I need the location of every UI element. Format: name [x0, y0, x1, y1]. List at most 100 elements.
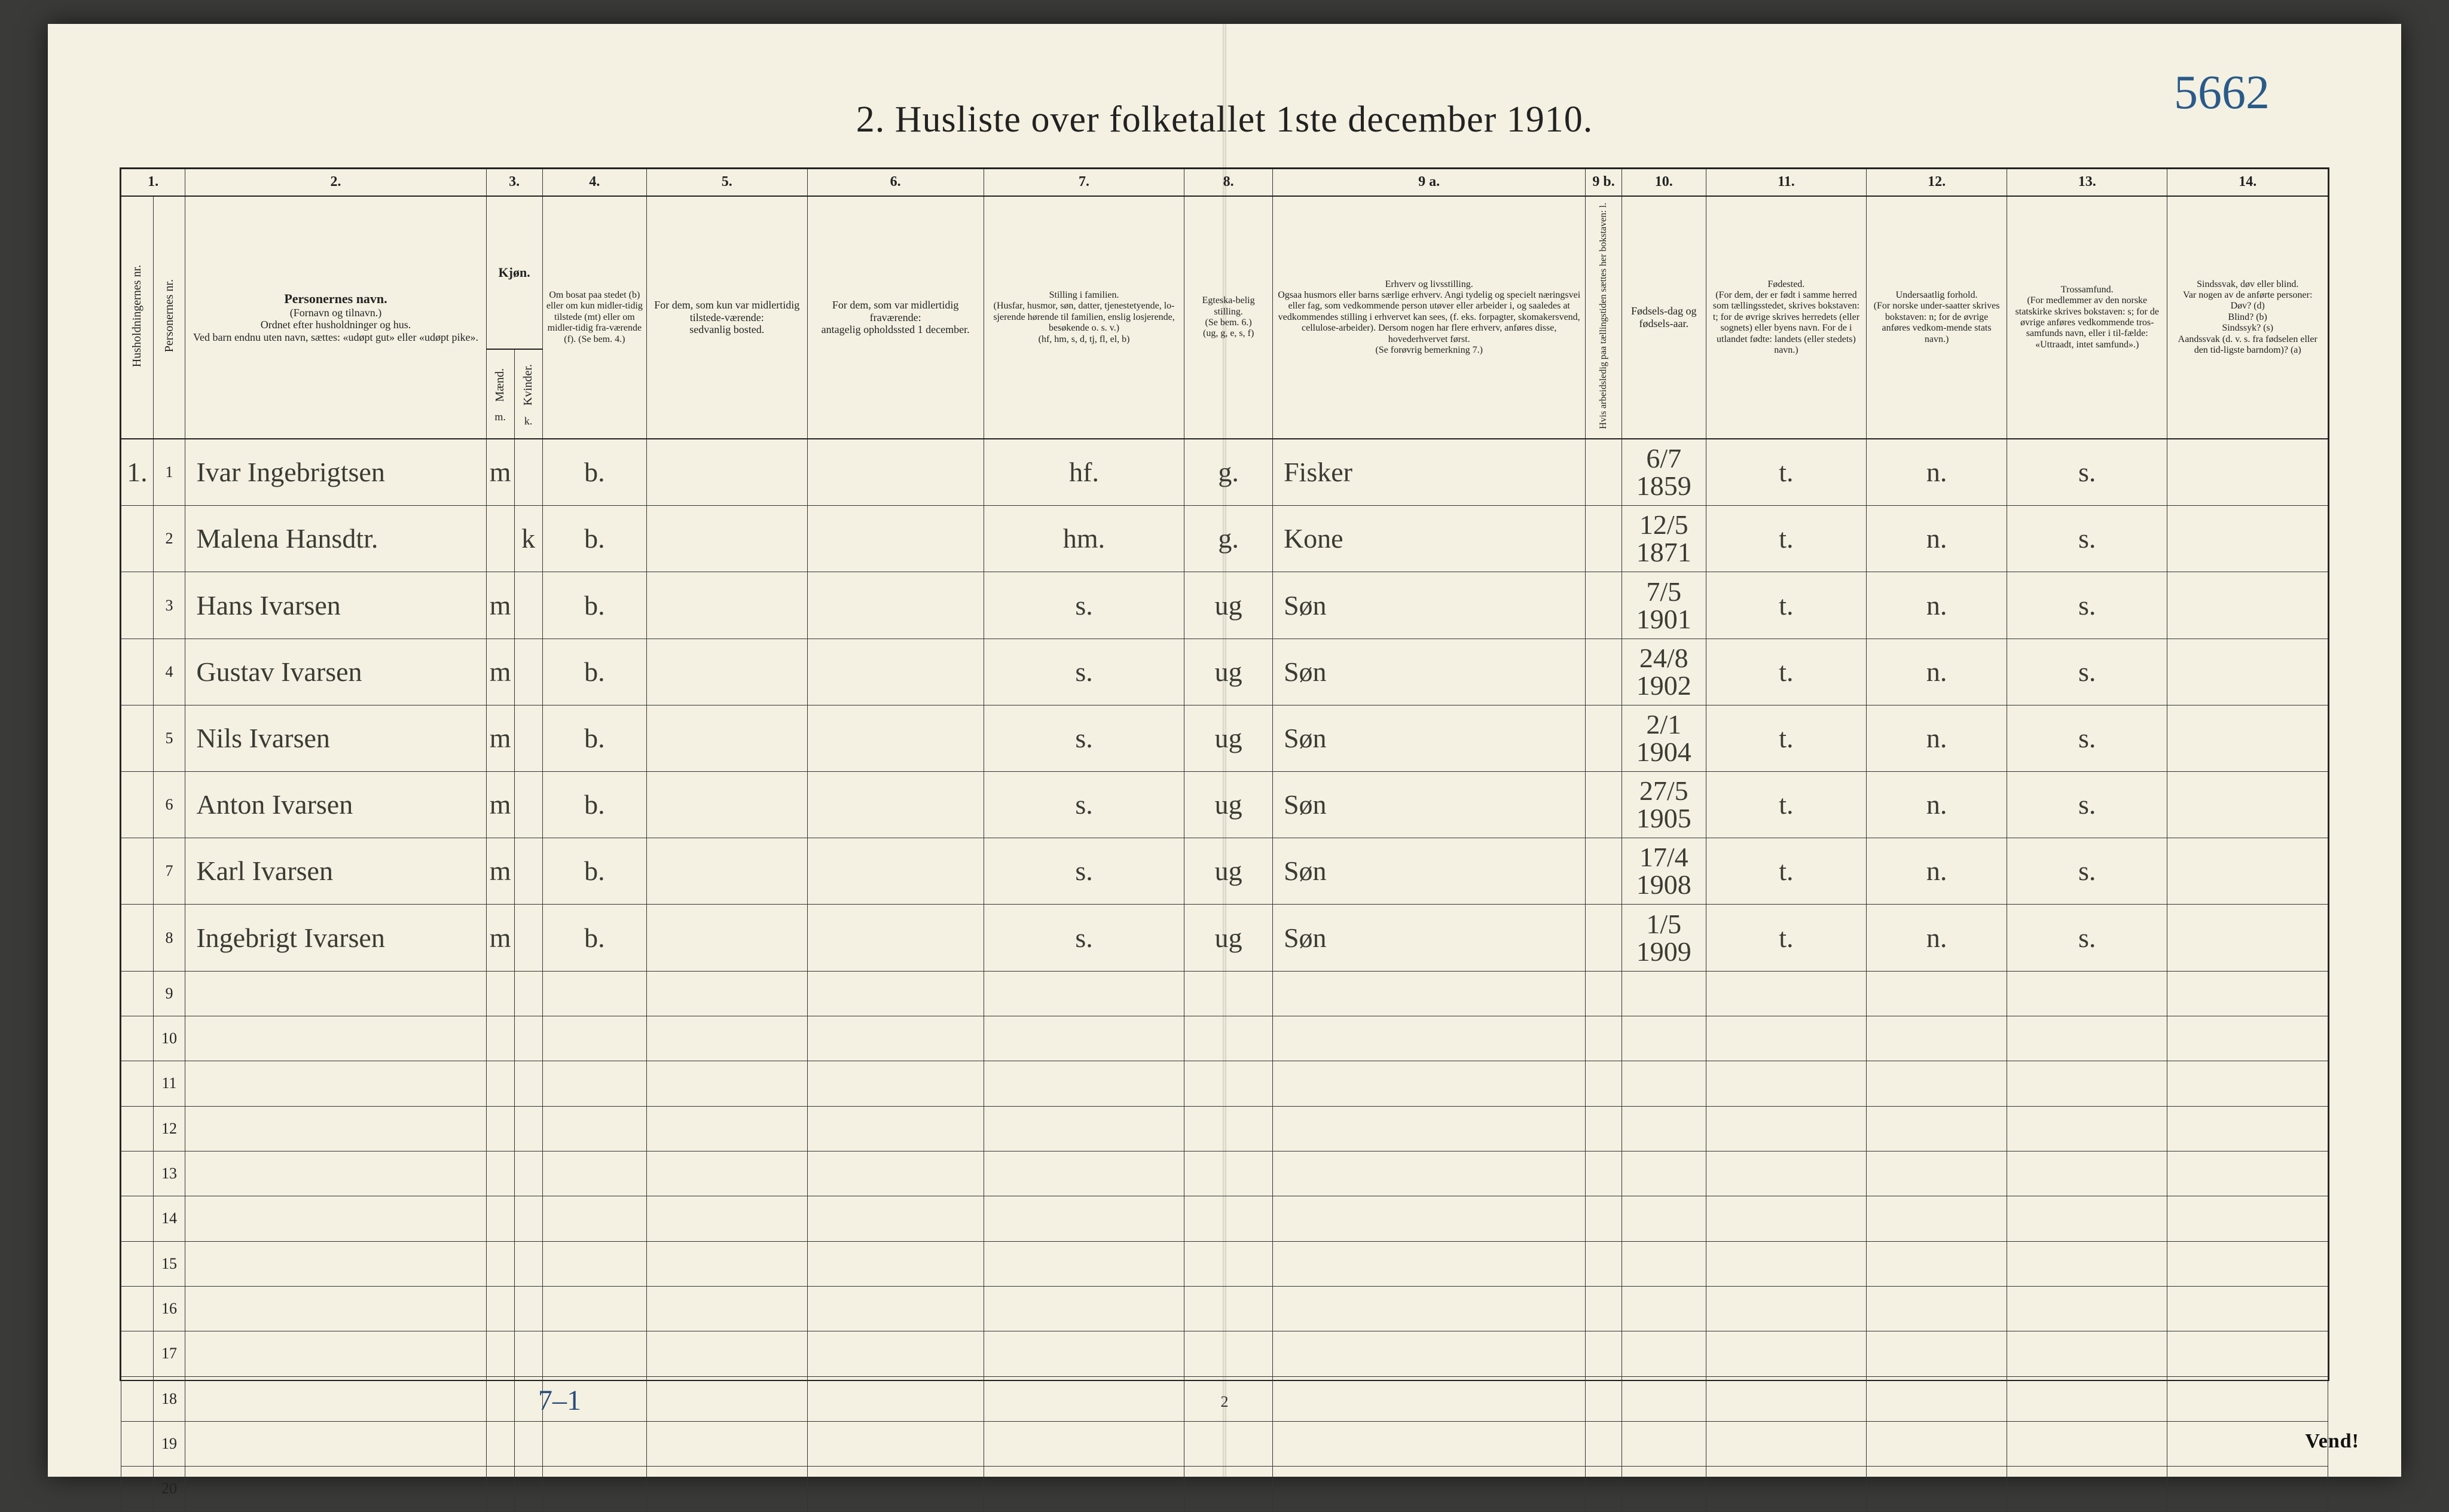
cell	[514, 1331, 542, 1376]
cell	[1586, 1376, 1622, 1421]
cell	[185, 1241, 486, 1286]
cell	[1586, 1061, 1622, 1106]
cell: t.	[1706, 639, 1866, 705]
hdr-c6: For dem, som var midlertidig fraværende:…	[807, 196, 984, 439]
table-row: 13	[121, 1151, 2328, 1196]
table-row: 1.1Ivar Ingebrigtsenmb.hf.g.Fisker6/7 18…	[121, 439, 2328, 506]
cell	[1867, 1106, 2007, 1151]
cell	[984, 1016, 1184, 1061]
cell: b.	[542, 905, 646, 971]
cell	[514, 572, 542, 639]
cell	[514, 1196, 542, 1241]
cell: t.	[1706, 905, 1866, 971]
cell: b.	[542, 506, 646, 572]
cell: 2	[153, 506, 185, 572]
cell: n.	[1867, 572, 2007, 639]
cell: s.	[2007, 905, 2167, 971]
cell	[1586, 439, 1622, 506]
cell: Gustav Ivarsen	[185, 639, 486, 705]
cell	[647, 572, 807, 639]
cell	[486, 1196, 514, 1241]
hdr-hh-nr: Husholdningernes nr.	[121, 196, 154, 439]
cell	[1586, 705, 1622, 771]
footer-handnote: 7–1	[538, 1384, 581, 1417]
cell	[647, 838, 807, 905]
cell	[1706, 1016, 1866, 1061]
page-number: 2	[1221, 1393, 1229, 1411]
cell	[984, 1196, 1184, 1241]
cell: 13	[153, 1151, 185, 1196]
cell	[647, 439, 807, 506]
cell: Ivar Ingebrigtsen	[185, 439, 486, 506]
colnum-8: 8.	[1184, 169, 1273, 196]
cell: m	[486, 639, 514, 705]
cell	[514, 1061, 542, 1106]
cell	[2007, 1421, 2167, 1466]
cell: Søn	[1272, 705, 1585, 771]
hdr-name-title: Personernes navn.	[189, 291, 482, 306]
cell: Fisker	[1272, 439, 1585, 506]
cell	[1272, 1196, 1585, 1241]
cell	[1586, 1151, 1622, 1196]
cell	[984, 1286, 1184, 1331]
cell	[121, 705, 154, 771]
cell	[1586, 1196, 1622, 1241]
cell	[1586, 838, 1622, 905]
cell: n.	[1867, 506, 2007, 572]
cell: s.	[984, 705, 1184, 771]
header-row: Husholdningernes nr. Personernes nr. Per…	[121, 196, 2328, 349]
cell: hf.	[984, 439, 1184, 506]
cell	[1867, 1061, 2007, 1106]
cell	[121, 1421, 154, 1466]
cell: s.	[2007, 506, 2167, 572]
cell	[807, 572, 984, 639]
table-row: 12	[121, 1106, 2328, 1151]
cell	[1622, 1061, 1706, 1106]
cell	[514, 1151, 542, 1196]
cell	[486, 1421, 514, 1466]
cell	[1586, 572, 1622, 639]
cell: 1.	[121, 439, 154, 506]
cell	[1586, 1331, 1622, 1376]
cell	[2167, 1106, 2328, 1151]
cell	[486, 1061, 514, 1106]
cell: 24/8 1902	[1622, 639, 1706, 705]
cell	[1272, 1106, 1585, 1151]
cell	[1272, 1241, 1585, 1286]
table-body: 1.1Ivar Ingebrigtsenmb.hf.g.Fisker6/7 18…	[121, 439, 2328, 1511]
cell	[1867, 1196, 2007, 1241]
cell: Malena Hansdtr.	[185, 506, 486, 572]
cell	[1706, 1151, 1866, 1196]
cell	[1867, 1467, 2007, 1511]
cell	[647, 905, 807, 971]
hdr-c9b: Hvis arbeidsledig paa tællingstiden sætt…	[1586, 196, 1622, 439]
cell	[185, 1376, 486, 1421]
cell: m	[486, 772, 514, 838]
cell: m	[486, 905, 514, 971]
cell	[185, 1061, 486, 1106]
cell: m	[486, 439, 514, 506]
cell	[2167, 1061, 2328, 1106]
cell	[542, 1286, 646, 1331]
colnum-13: 13.	[2007, 169, 2167, 196]
cell: n.	[1867, 905, 2007, 971]
hdr-c12: Undersaatlig forhold. (For norske under-…	[1867, 196, 2007, 439]
cell	[542, 1421, 646, 1466]
hdr-c8: Egteska-belig stilling. (Se bem. 6.) (ug…	[1184, 196, 1273, 439]
cell	[486, 1016, 514, 1061]
cell: m	[486, 572, 514, 639]
cell: s.	[2007, 838, 2167, 905]
cell: 8	[153, 905, 185, 971]
column-number-row: 1. 2. 3. 4. 5. 6. 7. 8. 9 a. 9 b. 10. 11…	[121, 169, 2328, 196]
cell	[807, 1376, 984, 1421]
table-row: 17	[121, 1331, 2328, 1376]
cell: t.	[1706, 506, 1866, 572]
cell	[121, 838, 154, 905]
cell	[1867, 1241, 2007, 1286]
cell	[647, 1016, 807, 1061]
cell: n.	[1867, 639, 2007, 705]
colnum-9a: 9 a.	[1272, 169, 1585, 196]
cell: 7	[153, 838, 185, 905]
colnum-2: 2.	[185, 169, 486, 196]
colnum-7: 7.	[984, 169, 1184, 196]
